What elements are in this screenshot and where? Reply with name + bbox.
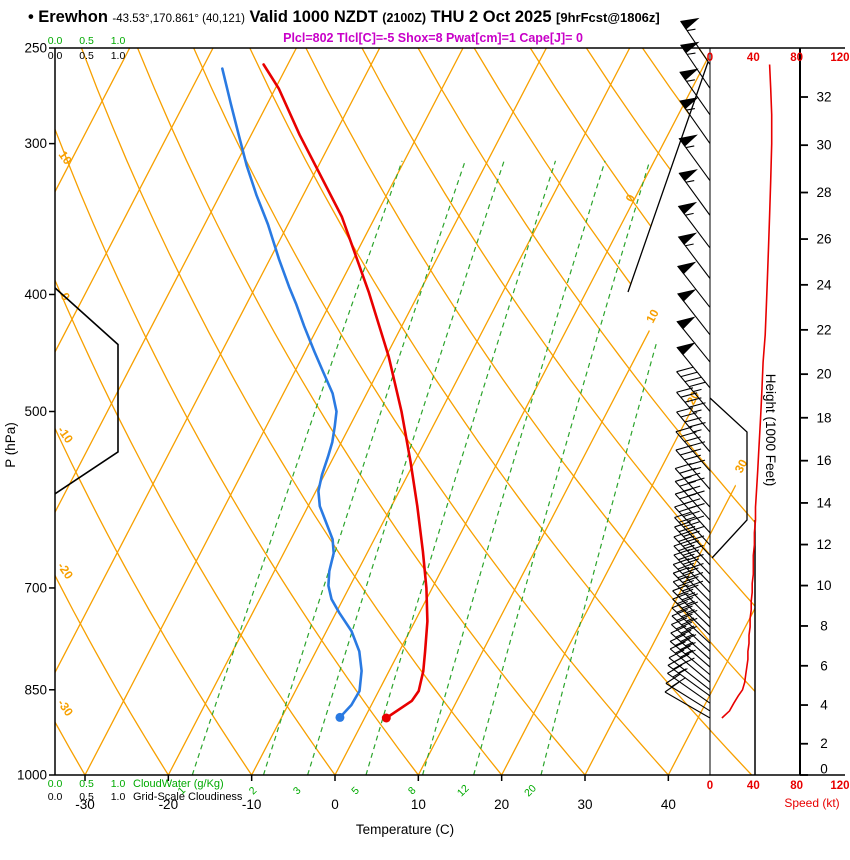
svg-text:2: 2	[820, 736, 828, 751]
svg-text:0: 0	[623, 192, 639, 205]
svg-text:40: 40	[747, 780, 760, 792]
wind-barbs	[664, 17, 711, 719]
svg-text:CloudWater (g/Kg): CloudWater (g/Kg)	[133, 778, 224, 790]
svg-text:6: 6	[820, 658, 828, 673]
svg-text:22: 22	[816, 322, 831, 337]
svg-text:300: 300	[24, 136, 47, 151]
svg-text:16: 16	[816, 453, 831, 468]
svg-text:26: 26	[816, 232, 831, 247]
svg-text:0.5: 0.5	[79, 791, 94, 803]
svg-text:18: 18	[816, 410, 831, 425]
svg-text:10: 10	[56, 148, 75, 167]
svg-text:3: 3	[291, 784, 304, 797]
svg-text:4: 4	[820, 698, 828, 713]
svg-text:0: 0	[820, 762, 828, 777]
valid-time: Valid 1000 NZDT	[249, 8, 377, 26]
sounding-indices: Plcl=802 Tlcl[C]=-5 Shox=8 Pwat[cm]=1 Ca…	[283, 31, 583, 45]
svg-text:0: 0	[707, 52, 713, 64]
svg-text:0: 0	[331, 797, 339, 812]
svg-text:Grid-Scale Cloudiness: Grid-Scale Cloudiness	[133, 791, 243, 803]
svg-text:0.0: 0.0	[48, 778, 63, 790]
svg-text:Height (1000 Feet): Height (1000 Feet)	[763, 374, 778, 487]
svg-text:30: 30	[816, 138, 831, 153]
svg-text:2: 2	[247, 784, 260, 797]
svg-text:850: 850	[24, 682, 47, 697]
svg-text:30: 30	[732, 457, 751, 476]
svg-text:250: 250	[24, 41, 47, 56]
svg-text:-10: -10	[242, 797, 262, 812]
svg-text:80: 80	[790, 52, 803, 64]
svg-text:-30: -30	[75, 797, 95, 812]
surface-temperature-dot	[381, 713, 391, 723]
svg-text:700: 700	[24, 580, 47, 595]
svg-text:24: 24	[816, 277, 832, 292]
chart-frame	[49, 47, 845, 781]
svg-text:30: 30	[577, 797, 592, 812]
svg-text:8: 8	[820, 618, 828, 633]
svg-text:-30: -30	[55, 697, 77, 720]
svg-text:120: 120	[830, 780, 849, 792]
valid-date: THU 2 Oct 2025	[431, 8, 552, 26]
svg-text:12: 12	[816, 537, 831, 552]
wind-band-line	[627, 61, 709, 293]
svg-text:120: 120	[830, 52, 849, 64]
svg-text:-10: -10	[55, 424, 77, 447]
surface-dewpoint-dot	[335, 712, 345, 722]
valid-zulu: (2100Z)	[382, 11, 426, 25]
svg-text:12: 12	[455, 782, 472, 799]
svg-text:10: 10	[643, 307, 662, 326]
svg-text:0.5: 0.5	[79, 50, 94, 62]
station-coords: -43.53°,170.861° (40,121)	[112, 13, 245, 25]
svg-text:0.0: 0.0	[48, 35, 63, 47]
svg-text:0.0: 0.0	[48, 791, 63, 803]
svg-text:80: 80	[790, 780, 803, 792]
station-name: Erewhon	[38, 8, 108, 26]
title-bullet: •	[28, 8, 34, 26]
dry-adiabats	[55, 48, 755, 775]
svg-text:8: 8	[406, 784, 419, 797]
svg-text:-20: -20	[159, 797, 179, 812]
svg-text:40: 40	[747, 52, 760, 64]
svg-text:20: 20	[816, 367, 831, 382]
wind-band-line	[709, 397, 748, 559]
svg-text:40: 40	[661, 797, 676, 812]
svg-text:14: 14	[816, 495, 832, 510]
chart-body: 0246810121416182022242628303225030040050…	[3, 17, 850, 837]
skewt-background-lines	[55, 48, 755, 775]
svg-text:1.0: 1.0	[111, 778, 126, 790]
svg-text:P (hPa): P (hPa)	[3, 422, 18, 468]
cloudiness-profile	[54, 287, 119, 495]
svg-text:5: 5	[349, 784, 362, 797]
chart-title: • Erewhon -43.53°,170.861° (40,121) Vali…	[28, 8, 660, 26]
temperature-curve	[262, 63, 429, 720]
svg-text:20: 20	[494, 797, 509, 812]
svg-text:400: 400	[24, 287, 47, 302]
svg-text:Speed (kt): Speed (kt)	[784, 796, 839, 810]
svg-text:-20: -20	[55, 560, 77, 583]
dewpoint-curve	[221, 67, 363, 719]
svg-text:20: 20	[684, 389, 703, 408]
svg-text:20: 20	[522, 782, 539, 799]
svg-text:32: 32	[816, 90, 831, 105]
svg-text:1000: 1000	[17, 768, 47, 783]
svg-text:10: 10	[816, 578, 831, 593]
forecast-tag: [9hrFcst@1806z]	[556, 10, 660, 25]
svg-text:1.0: 1.0	[111, 791, 126, 803]
svg-text:0: 0	[707, 780, 713, 792]
svg-text:0.0: 0.0	[48, 50, 63, 62]
svg-text:0.5: 0.5	[79, 35, 94, 47]
svg-text:500: 500	[24, 404, 47, 419]
svg-text:10: 10	[411, 797, 426, 812]
svg-text:28: 28	[816, 185, 831, 200]
wind-speed-profile	[721, 64, 773, 719]
svg-text:1.0: 1.0	[111, 50, 126, 62]
mixing-ratio-lines	[191, 160, 709, 775]
svg-text:0.5: 0.5	[79, 778, 94, 790]
svg-text:Temperature (C): Temperature (C)	[356, 822, 454, 837]
svg-text:1.0: 1.0	[111, 35, 126, 47]
